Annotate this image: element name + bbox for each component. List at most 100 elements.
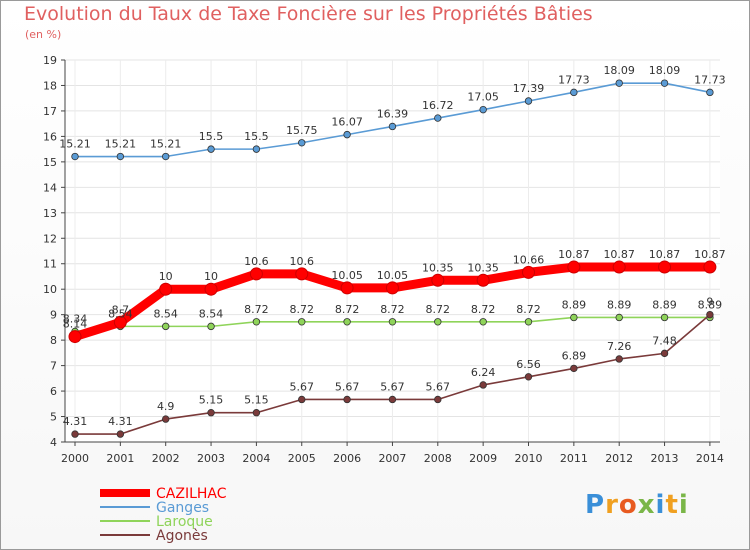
data-point-cazilhac xyxy=(431,273,445,287)
x-tick-label: 2013 xyxy=(651,452,679,465)
data-point-laroque xyxy=(615,313,623,322)
data-label-agons: 5.15 xyxy=(199,394,224,407)
data-point-cazilhac xyxy=(249,267,263,281)
data-point-laroque xyxy=(161,322,170,331)
data-point-laroque xyxy=(388,318,397,326)
data-label-laroque: 8.54 xyxy=(199,307,224,320)
data-label-agons: 7.48 xyxy=(652,334,677,347)
data-label-laroque: 8.89 xyxy=(607,298,632,311)
data-point-ganges xyxy=(706,88,714,97)
y-tick-label: 9 xyxy=(50,309,57,322)
data-label-agons: 5.67 xyxy=(426,380,451,393)
data-point-cazilhac xyxy=(567,260,581,274)
data-point-laroque xyxy=(207,322,215,331)
y-tick-label: 13 xyxy=(43,207,57,220)
data-label-agons: 6.56 xyxy=(516,358,541,371)
data-point-agons xyxy=(706,310,714,319)
data-label-laroque: 8.54 xyxy=(108,307,133,320)
data-point-laroque xyxy=(479,318,487,326)
x-tick-label: 2003 xyxy=(197,452,225,465)
data-point-ganges xyxy=(252,145,261,153)
logo-letter-3: o xyxy=(618,490,638,520)
legend-label-laroque: Laroque xyxy=(156,514,213,530)
x-tick-label: 2001 xyxy=(106,452,134,465)
y-tick-label: 14 xyxy=(43,181,57,194)
data-point-laroque xyxy=(570,313,578,322)
data-label-laroque: 8.72 xyxy=(471,303,496,316)
data-point-ganges xyxy=(524,97,533,105)
data-label-cazilhac: 10.87 xyxy=(649,248,681,261)
data-point-cazilhac xyxy=(68,330,82,344)
data-label-cazilhac: 10.87 xyxy=(558,248,590,261)
x-tick-label: 2002 xyxy=(152,452,180,465)
data-label-cazilhac: 8.14 xyxy=(63,318,88,331)
data-point-cazilhac xyxy=(295,267,309,281)
data-label-cazilhac: 10.87 xyxy=(694,248,726,261)
data-label-cazilhac: 10.66 xyxy=(513,253,545,266)
data-point-cazilhac xyxy=(612,260,626,274)
y-tick-label: 18 xyxy=(43,79,57,92)
data-label-laroque: 8.54 xyxy=(153,307,178,320)
data-label-agons: 6.24 xyxy=(471,366,496,379)
data-point-cazilhac xyxy=(113,315,127,329)
data-point-agons xyxy=(298,395,306,404)
data-label-laroque: 8.72 xyxy=(335,303,360,316)
data-label-laroque: 8.89 xyxy=(652,298,677,311)
x-tick-label: 2008 xyxy=(424,452,452,465)
x-tick-label: 2012 xyxy=(605,452,633,465)
x-tick-label: 2004 xyxy=(242,452,270,465)
data-point-cazilhac xyxy=(658,260,672,274)
logo-letter-4: x xyxy=(637,490,656,520)
data-label-ganges: 15.21 xyxy=(105,138,137,151)
logo-letter-2: r xyxy=(605,490,619,520)
data-point-cazilhac xyxy=(522,265,535,279)
data-point-agons xyxy=(615,355,623,363)
data-point-ganges xyxy=(116,152,125,161)
data-point-ganges xyxy=(434,114,442,122)
y-tick-label: 7 xyxy=(50,360,57,373)
data-label-cazilhac: 10 xyxy=(204,270,218,283)
data-label-laroque: 8.72 xyxy=(380,303,405,316)
data-label-cazilhac: 10.35 xyxy=(467,261,499,274)
data-label-laroque: 8.72 xyxy=(426,303,451,316)
y-tick-label: 16 xyxy=(43,130,57,143)
legend-label-agons: Agonès xyxy=(156,528,208,544)
data-label-cazilhac: 10.05 xyxy=(331,269,363,282)
data-label-ganges: 17.73 xyxy=(558,73,590,86)
logo-letter-1: P xyxy=(585,490,606,520)
data-point-laroque xyxy=(434,318,442,326)
data-label-ganges: 18.09 xyxy=(603,64,635,77)
data-point-agons xyxy=(71,430,79,438)
x-tick-label: 2009 xyxy=(469,452,497,465)
data-label-laroque: 8.72 xyxy=(244,303,269,316)
data-label-agons: 4.31 xyxy=(63,415,88,428)
data-label-ganges: 17.73 xyxy=(694,73,726,86)
data-label-cazilhac: 10.05 xyxy=(377,269,409,282)
data-label-cazilhac: 10.6 xyxy=(290,255,315,268)
data-label-cazilhac: 10.35 xyxy=(422,261,454,274)
data-point-laroque xyxy=(298,318,306,326)
logo-letter-6: t xyxy=(665,490,679,520)
y-tick-label: 4 xyxy=(50,436,57,449)
x-tick-label: 2000 xyxy=(61,452,89,465)
data-point-ganges xyxy=(660,79,669,87)
x-tick-label: 2006 xyxy=(333,452,361,465)
data-label-cazilhac: 10 xyxy=(159,270,173,283)
data-point-agons xyxy=(161,415,170,423)
data-label-agons: 9 xyxy=(706,296,713,309)
chart-title: Evolution du Taux de Taxe Foncière sur l… xyxy=(24,3,593,25)
proxiti-logo: Proxiti xyxy=(585,490,689,520)
chart-subtitle: (en %) xyxy=(25,28,62,41)
data-label-laroque: 8.34 xyxy=(63,312,88,325)
data-point-laroque xyxy=(252,318,261,326)
data-point-ganges xyxy=(298,139,306,147)
y-tick-label: 12 xyxy=(43,232,57,245)
data-point-ganges xyxy=(207,145,215,153)
data-point-agons xyxy=(116,430,125,438)
data-label-agons: 5.15 xyxy=(244,394,269,407)
data-point-agons xyxy=(207,409,215,417)
data-label-agons: 5.67 xyxy=(380,380,405,393)
data-point-agons xyxy=(434,395,442,404)
y-tick-label: 10 xyxy=(43,283,57,296)
